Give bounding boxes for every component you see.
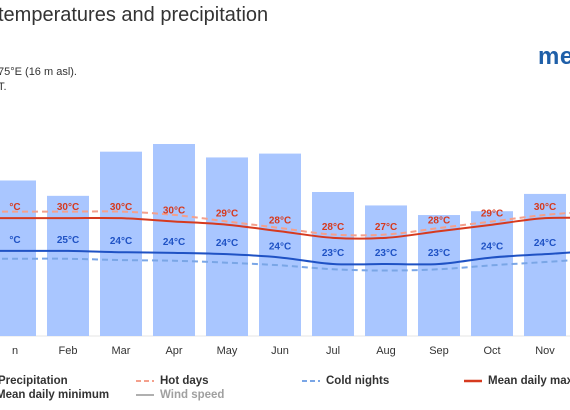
dashed-line-icon xyxy=(302,380,320,382)
value-label: 24°C xyxy=(534,238,556,249)
precipitation-bar xyxy=(153,144,195,336)
line-icon xyxy=(136,394,154,396)
mean-max-line xyxy=(0,216,570,240)
legend-mean-max-label: Mean daily max xyxy=(488,375,570,387)
precipitation-bar xyxy=(418,215,460,336)
value-label: 29°C xyxy=(216,209,238,220)
value-label: 23°C xyxy=(428,248,450,259)
legend-cold-nights[interactable]: Cold nights xyxy=(302,375,389,387)
month-label: Nov xyxy=(535,345,555,357)
month-label: n xyxy=(12,345,18,357)
month-label: Oct xyxy=(483,345,500,357)
value-label: 25°C xyxy=(57,235,79,246)
climate-chart: °C 30°C 30°C 30°C 29°C 28°C 28°C 27°C 28°C 29°C 30… xyxy=(0,144,570,357)
precipitation-bar xyxy=(100,151,142,336)
value-label: °C xyxy=(9,235,20,246)
value-label: 30°C xyxy=(534,202,556,213)
chart-title: temperatures and precipitation xyxy=(0,4,269,26)
legend-hot-days-label: Hot days xyxy=(160,375,209,387)
month-label: Jul xyxy=(326,345,340,357)
legend-mean-min-label: Mean daily minimum xyxy=(0,389,110,401)
legend-mean-min[interactable]: Mean daily minimum xyxy=(0,389,109,401)
location-subinfo: T. xyxy=(0,81,7,93)
month-label: Mar xyxy=(112,345,131,357)
value-label: 27°C xyxy=(375,222,397,233)
month-label: Jun xyxy=(271,345,289,357)
precipitation-bar xyxy=(259,153,301,336)
value-label: °C xyxy=(9,202,20,213)
precipitation-bar xyxy=(206,157,248,336)
value-label: 24°C xyxy=(163,237,185,248)
precipitation-bar xyxy=(47,195,89,336)
legend-precipitation[interactable]: Precipitation xyxy=(0,375,68,387)
month-label: Aug xyxy=(376,345,396,357)
month-label: Apr xyxy=(165,345,182,357)
legend: Precipitation Hot days Cold nights Mean … xyxy=(0,372,570,410)
legend-wind-speed-label: Wind speed xyxy=(160,389,225,401)
value-label: 24°C xyxy=(269,241,291,252)
precipitation-bar xyxy=(471,211,513,336)
value-label: 30°C xyxy=(163,205,185,216)
cold-nights-line xyxy=(0,257,570,272)
legend-hot-days[interactable]: Hot days xyxy=(136,375,209,387)
legend-mean-max[interactable]: Mean daily max xyxy=(464,375,570,387)
value-label: 24°C xyxy=(216,238,238,249)
value-label: 23°C xyxy=(375,248,397,259)
legend-cold-nights-label: Cold nights xyxy=(326,375,390,387)
value-label: 24°C xyxy=(481,241,503,252)
value-label: 28°C xyxy=(428,215,450,226)
value-label: 23°C xyxy=(322,248,344,259)
value-label: 30°C xyxy=(57,202,79,213)
value-label: 29°C xyxy=(481,209,503,220)
line-icon xyxy=(464,379,482,383)
value-label: 28°C xyxy=(322,222,344,233)
month-label: May xyxy=(217,345,238,357)
dashed-line-icon xyxy=(136,380,154,382)
value-label: 30°C xyxy=(110,202,132,213)
value-label: 24°C xyxy=(110,236,132,247)
legend-wind-speed[interactable]: Wind speed xyxy=(136,389,224,401)
month-label: Feb xyxy=(59,345,78,357)
hot-days-line xyxy=(0,210,570,237)
month-label: Sep xyxy=(429,345,449,357)
value-label: 28°C xyxy=(269,215,291,226)
mean-min-line xyxy=(0,249,570,266)
location-info: 75°E (16 m asl). xyxy=(0,66,77,78)
brand-logo[interactable]: me xyxy=(538,43,570,70)
legend-precipitation-label: Precipitation xyxy=(0,375,68,387)
